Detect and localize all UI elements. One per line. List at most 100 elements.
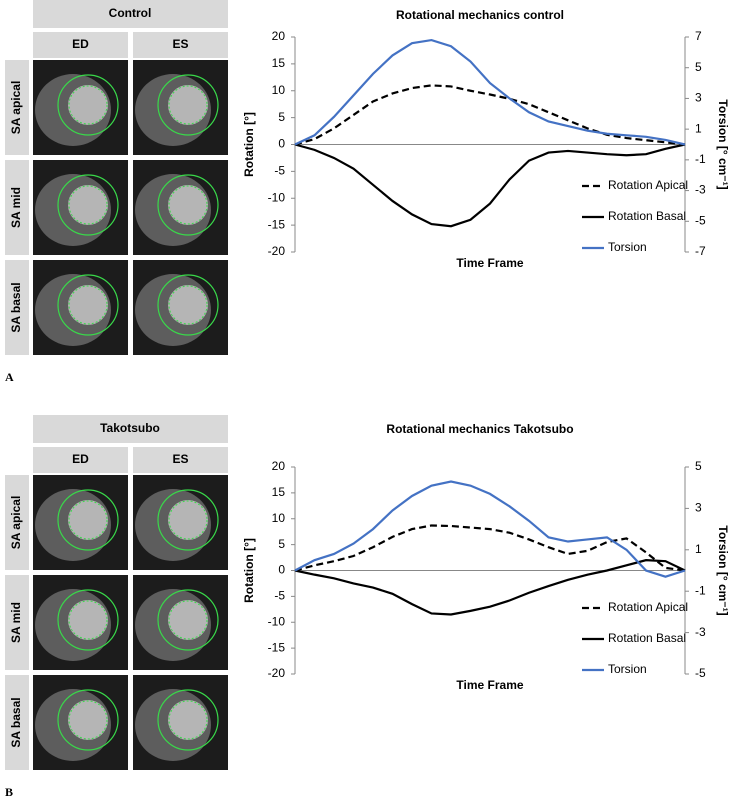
y2-tick-label: -7: [695, 244, 706, 258]
endocardial-contour: [168, 500, 208, 540]
row-header: SA apical: [9, 496, 23, 550]
row-header: SA apical: [9, 81, 23, 135]
y-tick-label: 20: [272, 29, 286, 43]
epicardial-contour: [157, 274, 219, 336]
legend-label: Rotation Apical: [608, 178, 688, 192]
y2-tick-label: 3: [695, 501, 702, 515]
epicardial-contour: [57, 489, 119, 551]
epicardial-contour: [157, 174, 219, 236]
y2-tick-label: 1: [695, 542, 702, 556]
y-axis-label: Rotation [°]: [242, 112, 256, 177]
legend-label: Rotation Apical: [608, 600, 688, 614]
row-header-box: [5, 260, 29, 355]
mri-cavity: [68, 700, 108, 740]
legend-label: Rotation Basal: [608, 631, 686, 645]
legend-label: Torsion: [608, 662, 647, 676]
y-tick-label: 10: [272, 83, 286, 97]
line: [294, 143, 686, 228]
mri-cavity: [68, 85, 108, 125]
panel-letter: B: [5, 785, 13, 797]
epicardial-contour: [57, 74, 119, 136]
column-header-box: [33, 447, 128, 473]
y2-tick-label: -3: [695, 183, 706, 197]
mri-cavity: [68, 500, 108, 540]
y-tick-label: -15: [268, 640, 286, 654]
y-tick-label: 20: [272, 459, 286, 473]
endocardial-contour: [68, 285, 108, 325]
legend-label: Torsion: [608, 240, 647, 254]
endocardial-contour: [68, 85, 108, 125]
mri-cavity: [68, 285, 108, 325]
x-axis-label: Time Frame: [456, 678, 523, 692]
mri-cavity: [68, 185, 108, 225]
chart-title: Rotational mechanics control: [396, 8, 564, 22]
y2-tick-label: -5: [695, 213, 706, 227]
epicardial-contour: [157, 589, 219, 651]
mri-cavity: [168, 700, 208, 740]
y-tick-label: -10: [268, 190, 286, 204]
epicardial-contour: [57, 689, 119, 751]
row-header: SA basal: [9, 282, 23, 332]
line: [294, 524, 686, 572]
mri-cavity: [168, 600, 208, 640]
y-tick-label: -5: [274, 589, 285, 603]
y-tick-label: 5: [278, 537, 285, 551]
mri-cavity: [68, 600, 108, 640]
endocardial-contour: [168, 285, 208, 325]
mri-cavity: [168, 85, 208, 125]
column-header: ED: [72, 452, 89, 466]
endocardial-contour: [168, 185, 208, 225]
endocardial-contour: [68, 700, 108, 740]
epicardial-contour: [157, 74, 219, 136]
y-axis-label: Rotation [°]: [242, 538, 256, 603]
chart-title: Rotational mechanics Takotsubo: [386, 422, 573, 436]
y-tick-label: 5: [278, 110, 285, 124]
legend-label: Rotation Basal: [608, 209, 686, 223]
epicardial-contour: [57, 589, 119, 651]
endocardial-contour: [168, 600, 208, 640]
y-tick-label: 0: [278, 563, 285, 577]
y2-tick-label: 5: [695, 459, 702, 473]
group-header: Control: [109, 6, 152, 20]
y2-axis-label: Torsion [° cm⁻¹]: [716, 525, 730, 615]
line: [294, 480, 686, 578]
mri-cavity: [168, 500, 208, 540]
row-header: SA basal: [9, 697, 23, 747]
y2-tick-label: 1: [695, 121, 702, 135]
y-tick-label: -20: [268, 666, 286, 680]
y-tick-label: 15: [272, 485, 286, 499]
y2-tick-label: -5: [695, 666, 706, 680]
x-axis-label: Time Frame: [456, 256, 523, 270]
row-header: SA mid: [9, 602, 23, 643]
y-tick-label: -5: [274, 164, 285, 178]
row-header-box: [5, 675, 29, 770]
y-tick-label: 10: [272, 511, 286, 525]
column-header: ES: [172, 37, 188, 51]
column-header: ES: [172, 452, 188, 466]
row-header-box: [5, 60, 29, 155]
row-header-box: [5, 160, 29, 255]
column-header-box: [33, 32, 128, 58]
endocardial-contour: [68, 185, 108, 225]
y-tick-label: -15: [268, 217, 286, 231]
column-header-box: [133, 32, 228, 58]
epicardial-contour: [157, 689, 219, 751]
line: [294, 84, 686, 146]
y2-tick-label: 3: [695, 91, 702, 105]
epicardial-contour: [57, 174, 119, 236]
epicardial-contour: [157, 489, 219, 551]
group-header-box: [33, 0, 228, 28]
endocardial-contour: [168, 85, 208, 125]
y-tick-label: -10: [268, 614, 286, 628]
y2-tick-label: 7: [695, 29, 702, 43]
panel-letter: A: [5, 370, 14, 384]
line: [294, 38, 686, 146]
group-header: Takotsubo: [100, 421, 160, 435]
y-tick-label: -20: [268, 244, 286, 258]
endocardial-contour: [68, 600, 108, 640]
y2-tick-label: -1: [695, 583, 706, 597]
row-header-box: [5, 475, 29, 570]
row-header: SA mid: [9, 187, 23, 228]
y2-axis-label: Torsion [° cm⁻¹]: [716, 99, 730, 189]
